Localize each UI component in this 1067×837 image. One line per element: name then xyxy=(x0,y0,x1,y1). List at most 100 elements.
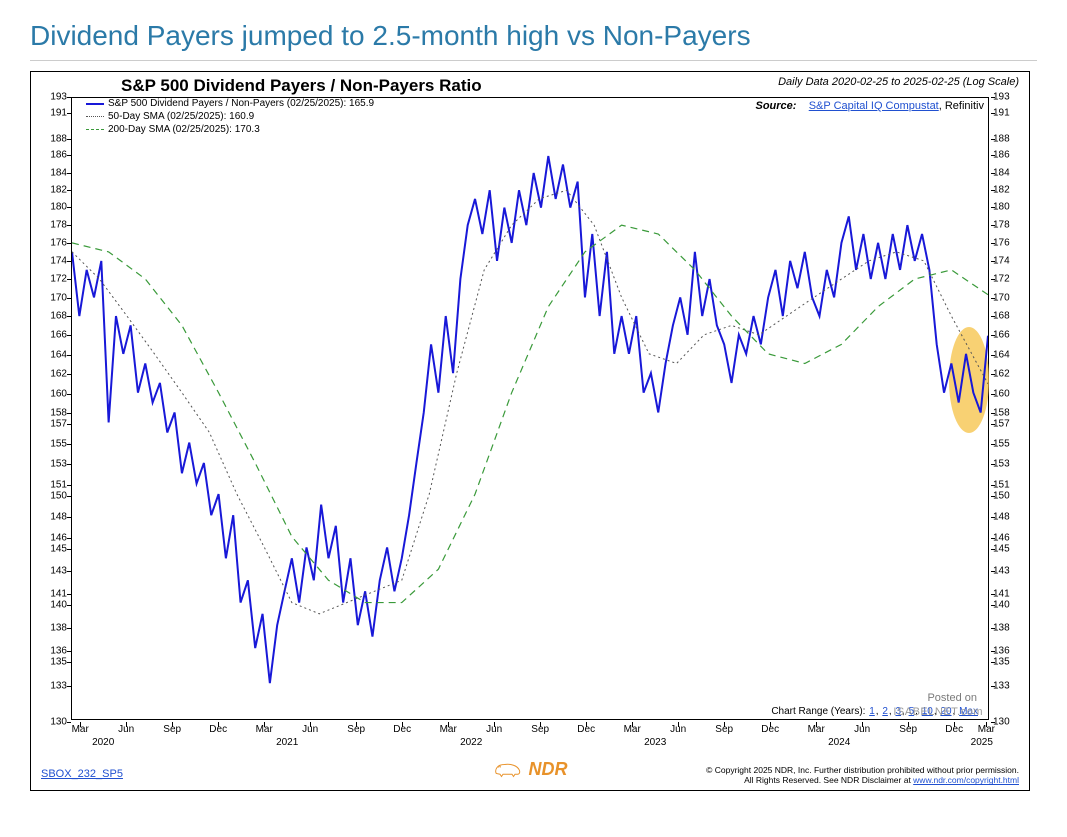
watermark-line2: ISABELNET.com xyxy=(893,706,983,718)
y-tick-label: 172 xyxy=(39,274,67,285)
tick-mark xyxy=(67,594,71,595)
y-tick-label: 160 xyxy=(993,388,1021,399)
tick-mark xyxy=(218,722,219,727)
tick-mark xyxy=(67,662,71,663)
tick-mark xyxy=(67,549,71,550)
x-tick-year: 2020 xyxy=(92,737,114,748)
y-tick-label: 178 xyxy=(39,219,67,230)
chart-svg xyxy=(72,98,988,719)
tick-mark xyxy=(67,538,71,539)
tick-mark xyxy=(67,686,71,687)
y-tick-label: 160 xyxy=(39,388,67,399)
tick-mark xyxy=(986,722,987,727)
y-tick-label: 178 xyxy=(993,219,1021,230)
tick-mark xyxy=(67,279,71,280)
y-tick-label: 172 xyxy=(993,274,1021,285)
tick-mark xyxy=(67,464,71,465)
y-tick-label: 191 xyxy=(39,108,67,119)
y-tick-label: 148 xyxy=(993,511,1021,522)
y-tick-label: 148 xyxy=(39,511,67,522)
chart-range-label: Chart Range (Years): xyxy=(771,706,868,717)
y-tick-label: 157 xyxy=(39,418,67,429)
y-tick-label: 138 xyxy=(39,622,67,633)
tick-mark xyxy=(67,139,71,140)
tick-mark xyxy=(67,517,71,518)
y-tick-label: 191 xyxy=(993,108,1021,119)
y-tick-label: 140 xyxy=(993,599,1021,610)
tick-mark xyxy=(80,722,81,727)
series-line xyxy=(72,156,988,683)
tick-mark xyxy=(67,335,71,336)
y-tick-label: 136 xyxy=(39,645,67,656)
bear-icon xyxy=(493,759,523,779)
x-tick-year: 2021 xyxy=(276,737,298,748)
tick-mark xyxy=(67,413,71,414)
y-tick-label: 140 xyxy=(39,599,67,610)
tick-mark xyxy=(67,97,71,98)
y-tick-label: 182 xyxy=(993,184,1021,195)
tick-mark xyxy=(356,722,357,727)
copyright-line1: © Copyright 2025 NDR, Inc. Further distr… xyxy=(706,765,1019,776)
y-tick-label: 135 xyxy=(993,657,1021,668)
x-tick-year: 2024 xyxy=(828,737,850,748)
y-tick-label: 166 xyxy=(39,330,67,341)
series-line xyxy=(72,190,988,614)
title-divider xyxy=(30,60,1037,61)
tick-mark xyxy=(816,722,817,727)
tick-mark xyxy=(724,722,725,727)
chart-title: S&P 500 Dividend Payers / Non-Payers Rat… xyxy=(121,76,482,96)
tick-mark xyxy=(67,485,71,486)
y-tick-label: 166 xyxy=(993,330,1021,341)
tick-mark xyxy=(67,261,71,262)
y-tick-label: 168 xyxy=(993,311,1021,322)
y-tick-label: 145 xyxy=(39,544,67,555)
tick-mark xyxy=(264,722,265,727)
copyright-link[interactable]: www.ndr.com/copyright.html xyxy=(913,775,1019,785)
y-tick-label: 153 xyxy=(39,459,67,470)
y-tick-label: 138 xyxy=(993,622,1021,633)
y-tick-label: 168 xyxy=(39,311,67,322)
tick-mark xyxy=(67,424,71,425)
y-tick-label: 174 xyxy=(993,255,1021,266)
y-tick-label: 141 xyxy=(39,588,67,599)
x-tick-year: 2025 xyxy=(971,737,993,748)
y-tick-label: 145 xyxy=(993,544,1021,555)
tick-mark xyxy=(67,496,71,497)
chart-range-option[interactable]: 1 xyxy=(869,706,875,717)
tick-mark xyxy=(67,571,71,572)
x-tick-year: 2023 xyxy=(644,737,666,748)
y-tick-label: 146 xyxy=(39,533,67,544)
y-tick-label: 164 xyxy=(39,349,67,360)
y-tick-label: 188 xyxy=(39,133,67,144)
y-tick-label: 193 xyxy=(993,92,1021,103)
footer-code[interactable]: SBOX_232_SP5 xyxy=(41,768,123,780)
y-tick-label: 186 xyxy=(39,150,67,161)
tick-mark xyxy=(632,722,633,727)
tick-mark xyxy=(67,651,71,652)
tick-mark xyxy=(67,355,71,356)
tick-mark xyxy=(908,722,909,727)
chart-container: S&P 500 Dividend Payers / Non-Payers Rat… xyxy=(30,71,1030,791)
tick-mark xyxy=(448,722,449,727)
watermark-line1: Posted on xyxy=(927,692,977,704)
y-tick-label: 188 xyxy=(993,133,1021,144)
tick-mark xyxy=(954,722,955,727)
tick-mark xyxy=(67,173,71,174)
y-tick-label: 174 xyxy=(39,255,67,266)
y-tick-label: 130 xyxy=(993,717,1021,728)
y-tick-label: 151 xyxy=(39,480,67,491)
y-tick-label: 180 xyxy=(993,202,1021,213)
chart-range-option[interactable]: 2 xyxy=(882,706,888,717)
tick-mark xyxy=(678,722,679,727)
tick-mark xyxy=(67,605,71,606)
y-tick-label: 150 xyxy=(39,490,67,501)
y-tick-label: 143 xyxy=(39,566,67,577)
tick-mark xyxy=(67,628,71,629)
y-tick-label: 153 xyxy=(993,459,1021,470)
page-title: Dividend Payers jumped to 2.5-month high… xyxy=(30,20,1037,52)
y-tick-label: 162 xyxy=(993,368,1021,379)
y-tick-label: 136 xyxy=(993,645,1021,656)
series-line xyxy=(72,225,988,602)
tick-mark xyxy=(67,207,71,208)
logo-text: NDR xyxy=(529,759,568,780)
